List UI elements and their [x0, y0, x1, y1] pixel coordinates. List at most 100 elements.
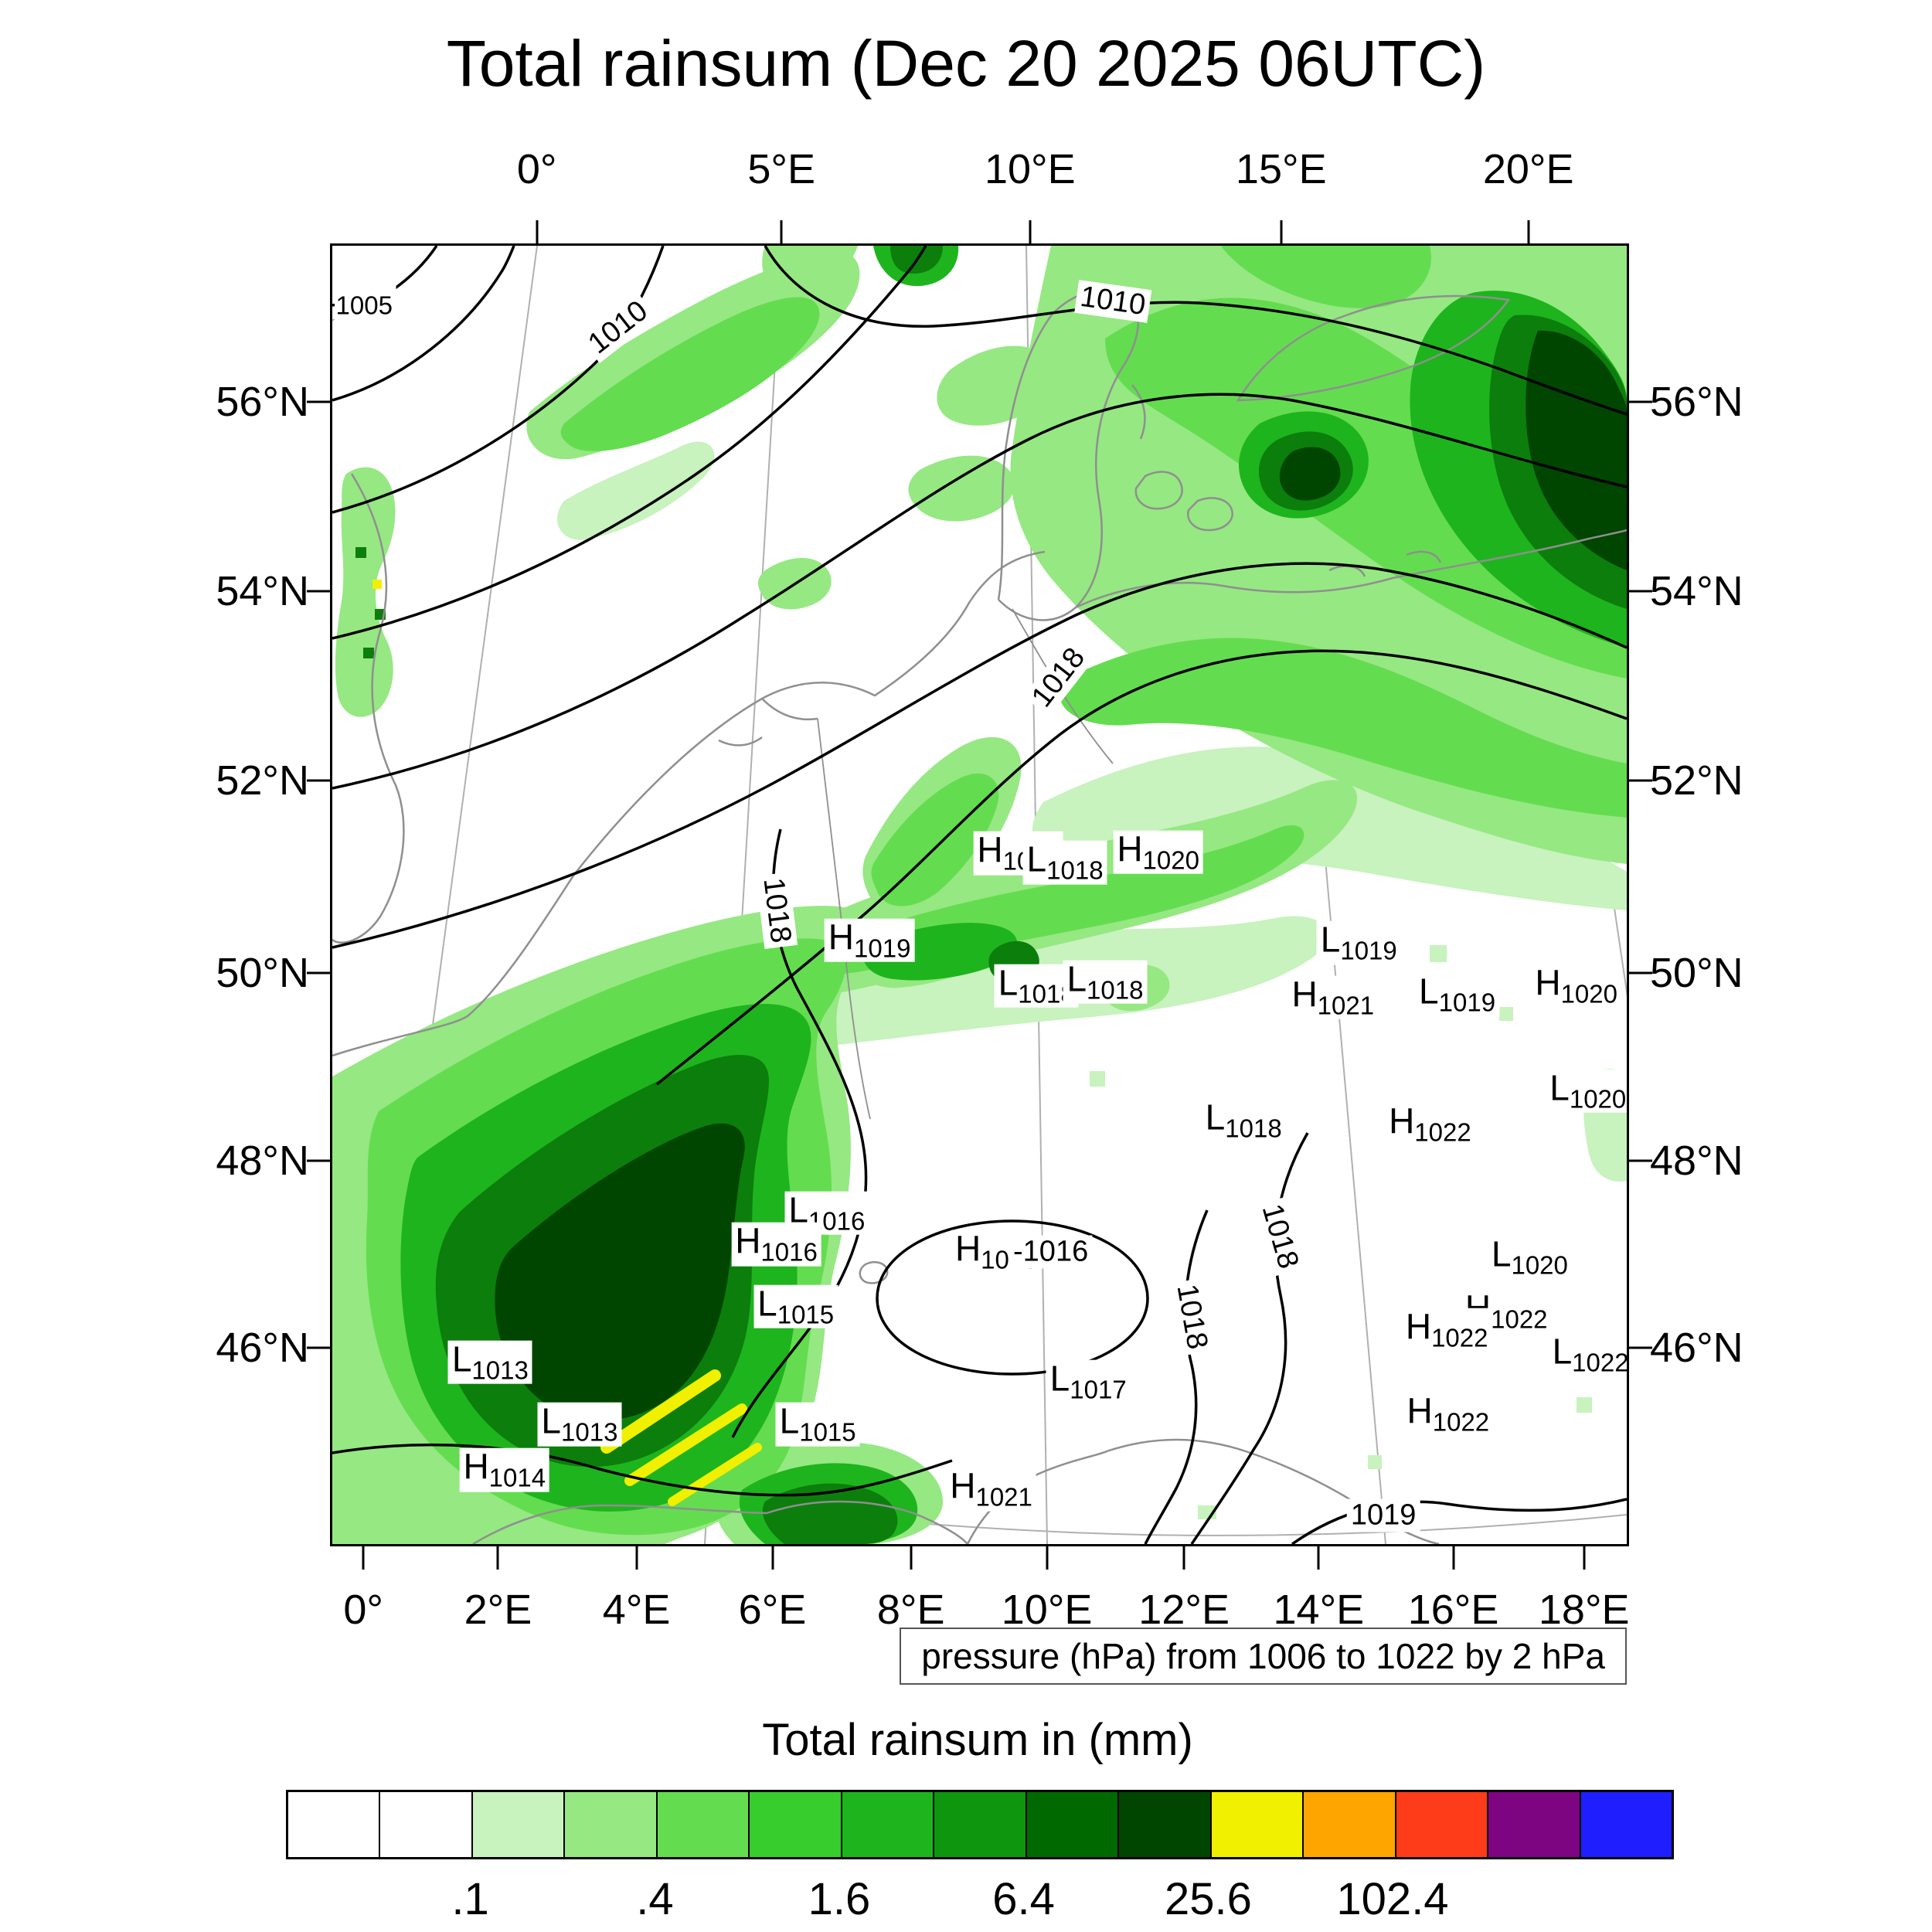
colorbar-cell	[933, 1792, 1026, 1857]
pressure-center-label: H1022	[1403, 1393, 1494, 1437]
tick-mark	[307, 400, 330, 403]
tick-mark	[780, 220, 783, 243]
colorbar-tick-label: .1	[451, 1874, 489, 1924]
precip-darkest	[495, 330, 1627, 1420]
pressure-center-label: H1022	[1401, 1308, 1492, 1352]
colorbar-cell	[1579, 1792, 1672, 1857]
axis-tick-label: 54°N	[1650, 567, 1743, 614]
contour-label: -1016	[1009, 1235, 1093, 1269]
colorbar-tick-labels: .1 .4 1.6 6.4 25.6 102.4	[286, 1873, 1669, 1924]
tick-mark	[307, 1346, 330, 1349]
pressure-center-label: H1020	[1531, 964, 1621, 1008]
pressure-center-label: H1022	[1385, 1103, 1475, 1147]
colorbar-cell	[288, 1792, 379, 1857]
tick-mark	[307, 779, 330, 782]
tick-mark	[307, 1159, 330, 1162]
colorbar-tick-label: 1.6	[808, 1874, 871, 1924]
tick-mark	[1629, 400, 1652, 403]
tick-mark	[771, 1546, 774, 1570]
axis-top-longitude: 0° 5°E 10°E 15°E 20°E	[332, 145, 1627, 193]
axis-tick-label: 50°N	[216, 949, 309, 996]
tick-mark	[1629, 971, 1652, 975]
pressure-center-label: L1017	[1046, 1360, 1131, 1404]
axis-tick-label: 6°E	[738, 1587, 807, 1633]
axis-tick-label: 5°E	[747, 146, 816, 192]
tick-mark	[307, 971, 330, 975]
pressure-center-label: H1014	[459, 1448, 550, 1492]
axis-tick-label: 54°N	[216, 567, 309, 614]
pressure-center-label: H1020	[1113, 830, 1203, 874]
tick-mark	[1029, 220, 1032, 243]
colorbar-cell	[1487, 1792, 1580, 1857]
tick-mark	[536, 220, 539, 243]
colorbar-title: Total rainsum in (mm)	[762, 1715, 1193, 1765]
axis-right-latitude: 56°N 54°N 52°N 50°N 48°N 46°N	[1650, 246, 1843, 1544]
tick-mark	[1629, 779, 1652, 782]
colorbar-cell	[471, 1792, 564, 1857]
tick-mark	[1046, 1546, 1049, 1570]
colorbar-tick-label: 25.6	[1164, 1874, 1252, 1924]
pressure-center-label: L1018	[1063, 960, 1148, 1004]
colorbar-cell	[379, 1792, 471, 1857]
contour-label: 1018	[1253, 1196, 1306, 1277]
axis-tick-label: 14°E	[1273, 1587, 1365, 1633]
axis-tick-label: 0°	[343, 1587, 384, 1633]
contour-label: 1010	[579, 291, 658, 363]
colorbar-cell	[655, 1792, 749, 1857]
colorbar-cell	[1302, 1792, 1395, 1857]
pressure-center-label: L1016	[784, 1191, 869, 1235]
pressure-center-label: L1019	[1415, 973, 1500, 1017]
axis-tick-label: 18°E	[1538, 1587, 1630, 1633]
tick-mark	[1182, 1546, 1185, 1570]
pressure-center-label: L1013	[447, 1340, 532, 1385]
map-svg	[332, 246, 1627, 1544]
axis-tick-label: 48°N	[216, 1138, 309, 1185]
pressure-caption: pressure (hPa) from 1006 to 1022 by 2 hP…	[900, 1628, 1627, 1685]
precipitation-layer	[332, 246, 1627, 1544]
tick-mark	[1629, 590, 1652, 593]
tick-mark	[910, 1546, 913, 1570]
axis-tick-label: 16°E	[1407, 1587, 1499, 1633]
pressure-center-label: L1019	[1316, 921, 1401, 965]
pressure-center-label: L1005	[332, 276, 396, 320]
precip-yellow	[372, 580, 762, 1506]
tick-mark	[1629, 1159, 1652, 1162]
axis-tick-label: 56°N	[216, 378, 309, 425]
tick-mark	[1583, 1546, 1586, 1570]
colorbar-cell	[840, 1792, 934, 1857]
axis-tick-label: 46°N	[216, 1325, 309, 1372]
tick-mark	[1280, 220, 1283, 243]
colorbar-cell	[1117, 1792, 1210, 1857]
pressure-center-label: L1020	[1546, 1069, 1627, 1113]
axis-tick-label: 2°E	[464, 1587, 532, 1633]
axis-bottom-longitude: 0° 2°E 4°E 6°E 8°E 10°E 12°E 14°E 16°E 18°E	[332, 1586, 1630, 1634]
axis-tick-label: 52°N	[216, 757, 309, 804]
axis-tick-label: 50°N	[1650, 949, 1743, 996]
colorbar-cell	[1209, 1792, 1303, 1857]
axis-tick-label: 4°E	[602, 1587, 671, 1633]
map-label-overlay: L1005H1018L1018H1020H1019L1018L1018L1019…	[332, 246, 1627, 1544]
contour-label: 1010	[1074, 280, 1151, 324]
axis-tick-label: 12°E	[1138, 1587, 1230, 1633]
pressure-center-label: H1021	[1287, 975, 1379, 1020]
pressure-center-label: L1018	[1022, 841, 1107, 885]
colorbar-cell	[1025, 1792, 1118, 1857]
axis-tick-label: 0°	[516, 146, 557, 192]
pressure-center-label: H1016	[731, 1222, 821, 1267]
contour-label: 1018	[1022, 638, 1094, 717]
axis-tick-label: 15°E	[1235, 146, 1327, 192]
axis-tick-label: 8°E	[876, 1587, 945, 1633]
axis-tick-label: 52°N	[1650, 757, 1743, 804]
tick-mark	[1527, 220, 1530, 243]
colorbar-cell	[1394, 1792, 1488, 1857]
axis-tick-label: 20°E	[1482, 146, 1574, 192]
colorbar-tick-label: 6.4	[992, 1874, 1055, 1924]
contour-label: 1018	[755, 872, 798, 949]
pressure-center-label: H1019	[824, 918, 915, 963]
pressure-center-label: L1018	[1201, 1099, 1286, 1143]
tick-mark	[496, 1546, 499, 1570]
axis-tick-label: 48°N	[1650, 1138, 1743, 1185]
axis-left-latitude: 56°N 54°N 52°N 50°N 48°N 46°N	[116, 246, 309, 1544]
axis-tick-label: 46°N	[1650, 1325, 1743, 1372]
